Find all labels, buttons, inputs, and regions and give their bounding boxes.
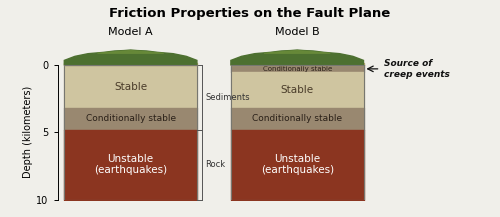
Text: Unstable
(earthquakes): Unstable (earthquakes): [260, 154, 334, 176]
Text: Friction Properties on the Fault Plane: Friction Properties on the Fault Plane: [110, 7, 390, 20]
Text: Model A: Model A: [108, 27, 153, 37]
Y-axis label: Depth (kilometers): Depth (kilometers): [24, 86, 34, 179]
Polygon shape: [231, 50, 364, 65]
Text: Model B: Model B: [275, 27, 320, 37]
Polygon shape: [264, 51, 330, 53]
Text: Conditionally stable: Conditionally stable: [262, 66, 332, 72]
Text: Conditionally stable: Conditionally stable: [252, 114, 342, 123]
Text: Conditionally stable: Conditionally stable: [86, 114, 176, 123]
Text: Source of
creep events: Source of creep events: [384, 59, 450, 79]
Polygon shape: [64, 50, 197, 65]
Polygon shape: [98, 51, 164, 53]
Text: Unstable
(earthquakes): Unstable (earthquakes): [94, 154, 167, 176]
Text: Stable: Stable: [114, 82, 147, 92]
Text: Stable: Stable: [280, 85, 314, 95]
Text: Sediments: Sediments: [206, 93, 250, 102]
Text: Rock: Rock: [206, 160, 226, 169]
